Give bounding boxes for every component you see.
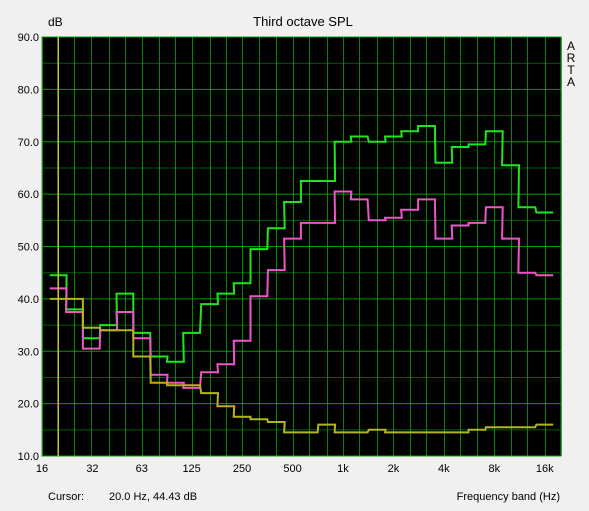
grid — [42, 36, 562, 457]
y-tick-label: 80.0 — [18, 84, 39, 96]
x-tick-label: 16 — [36, 463, 48, 475]
y-tick-label: 20.0 — [18, 399, 39, 411]
side-letter: A — [567, 75, 575, 89]
x-tick-labels: 16 32 63 125 250 500 1k 2k 4k 8k 16k — [36, 463, 554, 475]
cursor-label: Cursor: — [48, 491, 84, 503]
y-tick-label: 90.0 — [18, 32, 39, 44]
side-letter: A — [567, 39, 575, 53]
y-tick-label: 60.0 — [18, 189, 39, 201]
x-tick-label: 125 — [182, 463, 200, 475]
x-tick-label: 1k — [337, 463, 349, 475]
x-axis-label: Frequency band (Hz) — [457, 491, 560, 503]
y-tick-label: 30.0 — [18, 346, 39, 358]
side-letter: R — [567, 51, 576, 65]
x-tick-label: 500 — [283, 463, 301, 475]
y-axis-label: dB — [48, 15, 63, 29]
cursor-readout: 20.0 Hz, 44.43 dB — [109, 491, 197, 503]
x-tick-label: 4k — [438, 463, 450, 475]
x-tick-label: 2k — [388, 463, 400, 475]
y-tick-label: 70.0 — [18, 137, 39, 149]
x-tick-label: 32 — [86, 463, 98, 475]
y-tick-label: 40.0 — [18, 294, 39, 306]
y-tick-labels: 10.0 20.0 30.0 40.0 50.0 60.0 70.0 80.0 90.0 — [18, 32, 39, 463]
x-tick-label: 16k — [536, 463, 554, 475]
series-line-3 — [49, 297, 554, 434]
x-tick-label: 63 — [136, 463, 148, 475]
chart-title: Third octave SPL — [253, 14, 353, 29]
x-tick-label: 8k — [488, 463, 500, 475]
side-letter: T — [567, 63, 575, 77]
y-tick-label: 50.0 — [18, 242, 39, 254]
x-tick-label: 250 — [233, 463, 251, 475]
series-group — [49, 125, 554, 434]
y-tick-label: 10.0 — [18, 451, 39, 463]
